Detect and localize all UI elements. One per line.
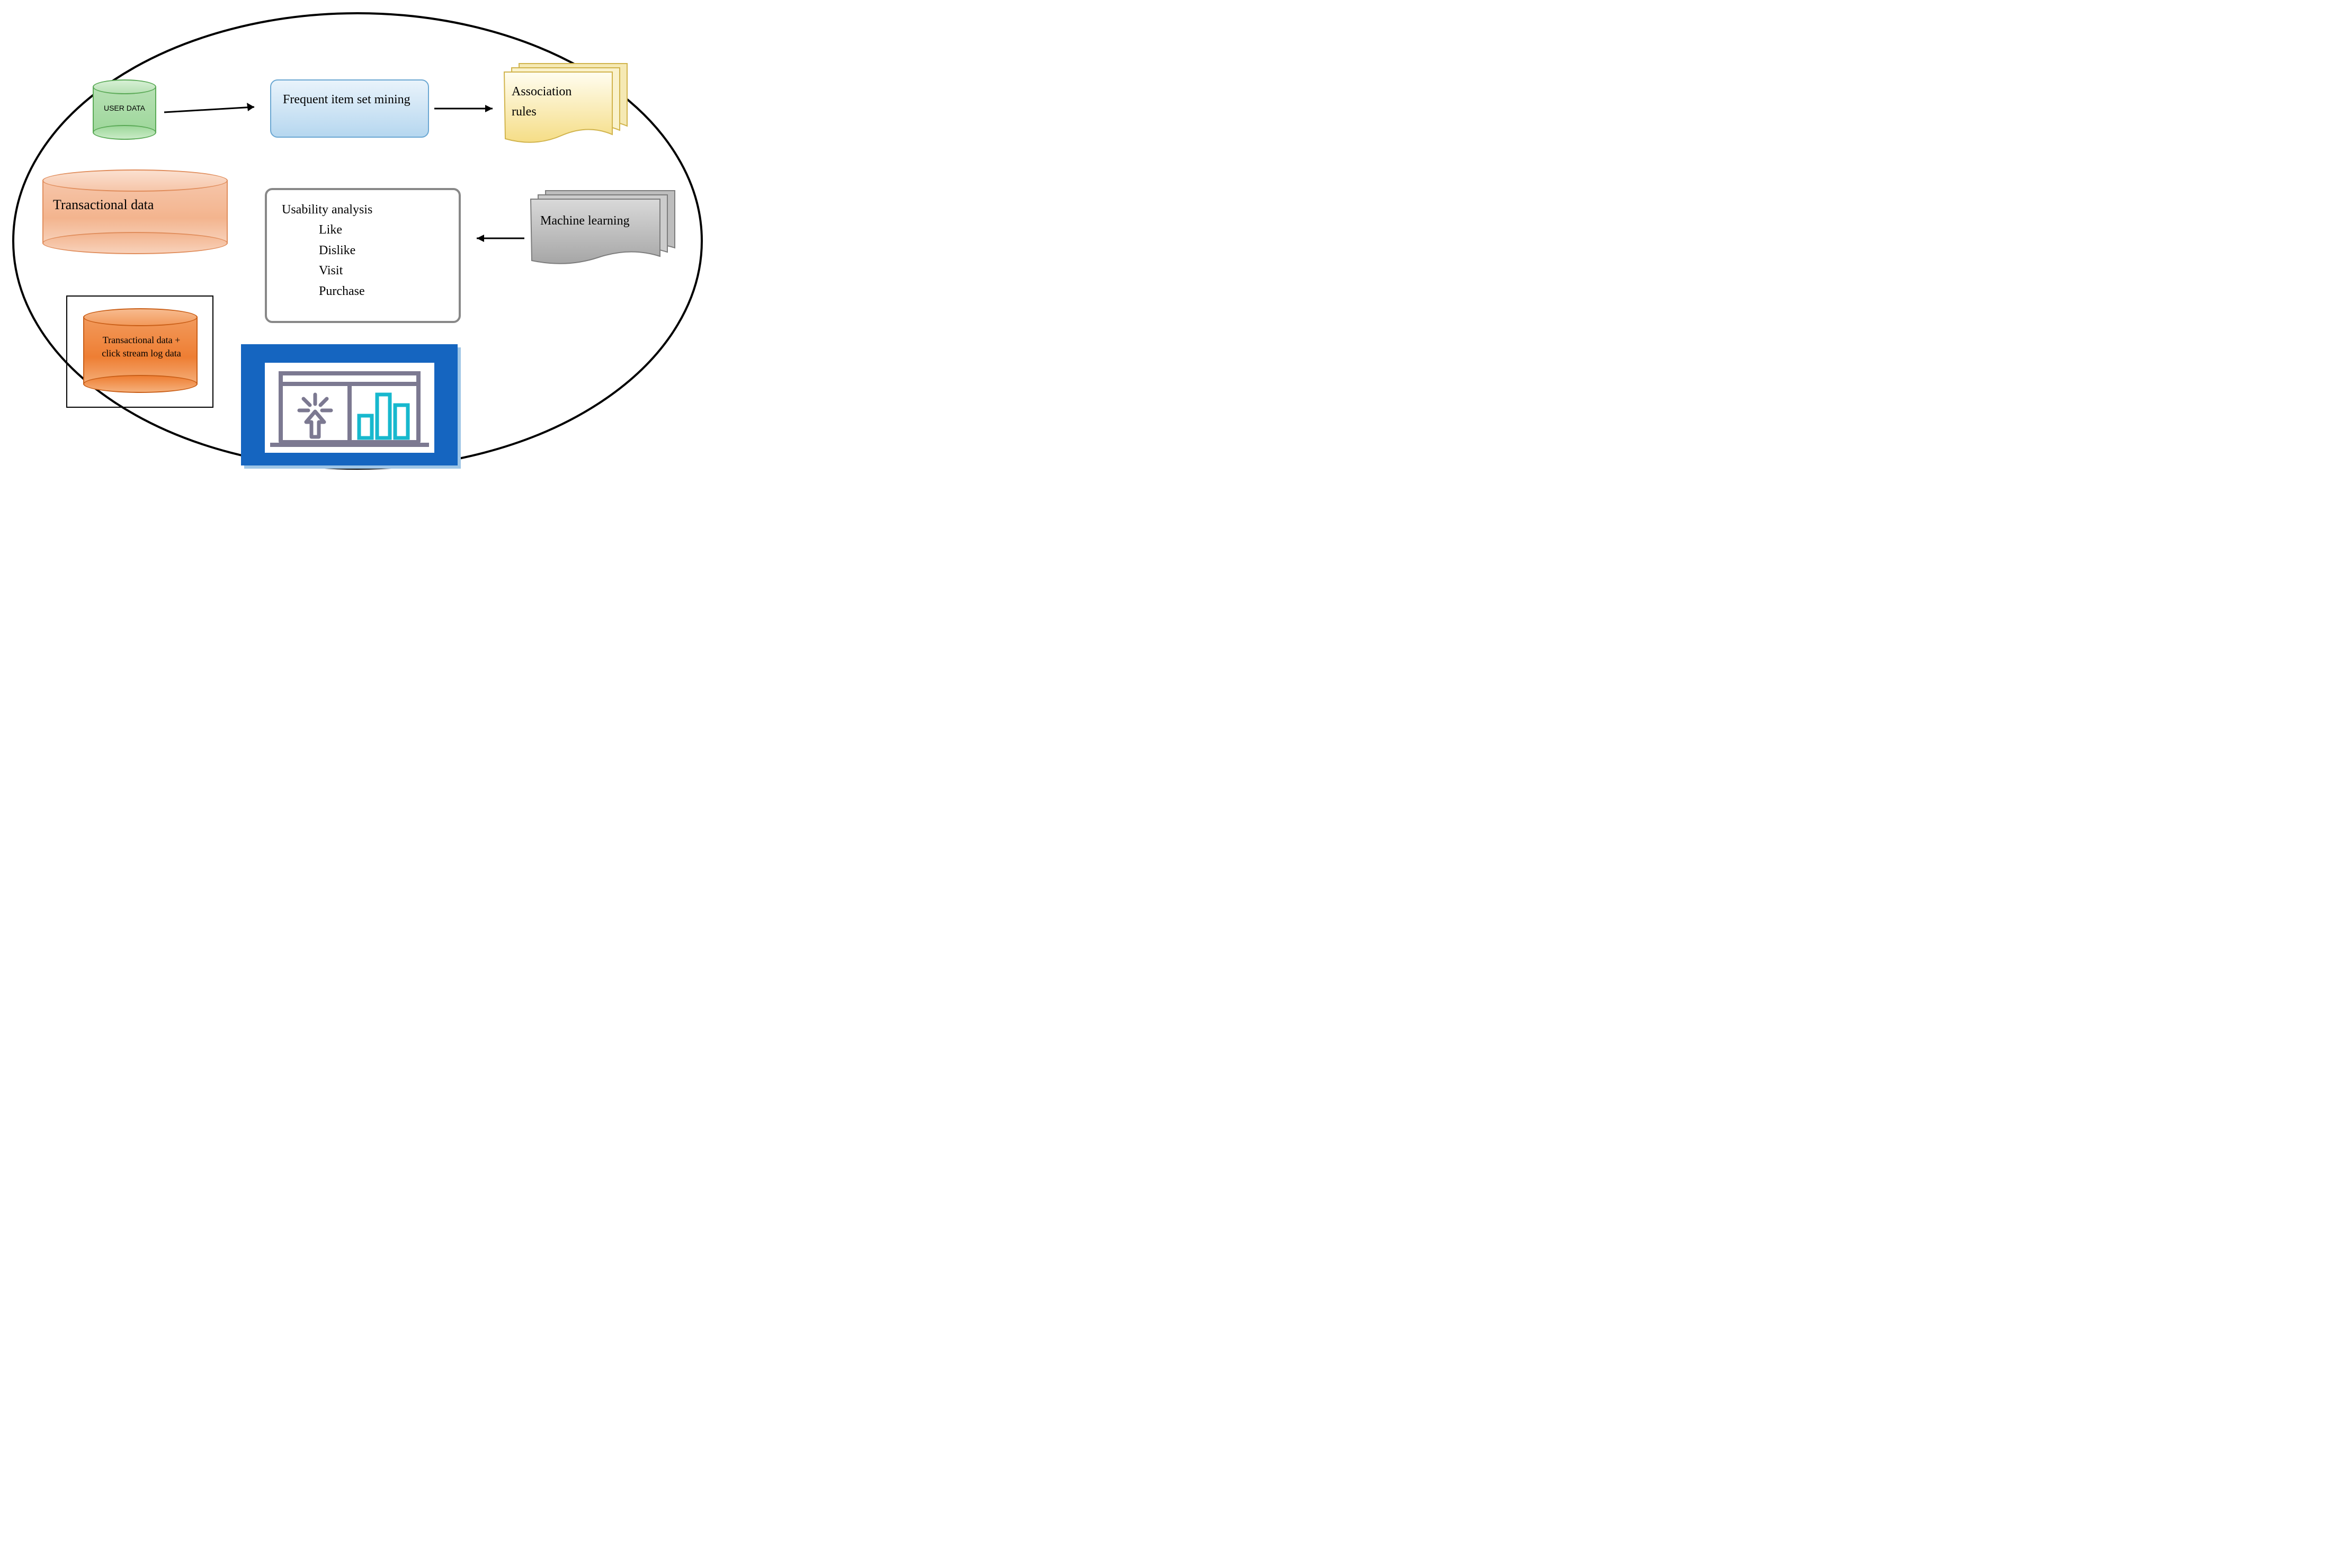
frequent-mining-label: Frequent item set mining — [283, 90, 416, 109]
association-rules-line1: Association — [512, 85, 571, 98]
dashboard-inner — [265, 363, 434, 453]
association-rules-label: Association rules — [512, 82, 607, 122]
frequent-mining-box: Frequent item set mining — [270, 79, 429, 138]
usability-title: Usability analysis — [282, 200, 444, 220]
diagram-canvas: USER DATA Frequent item set mining Assoc… — [0, 0, 720, 487]
association-rules-line2: rules — [512, 105, 537, 119]
dashboard-icon — [265, 363, 434, 453]
usability-item-3: Purchase — [319, 281, 444, 301]
dashboard-graphic — [241, 344, 461, 469]
arrow-3 — [466, 230, 530, 246]
usability-item-1: Dislike — [319, 240, 444, 261]
usability-item-0: Like — [319, 220, 444, 240]
transactional-data-label: Transactional data — [53, 196, 217, 214]
machine-learning-label: Machine learning — [540, 213, 657, 229]
user-data-label: USER DATA — [93, 103, 156, 113]
usability-box: Usability analysis Like Dislike Visit Pu… — [265, 188, 461, 323]
combined-data-line1: Transactional data + — [103, 335, 180, 345]
association-rules-stack: Association rules — [503, 69, 625, 156]
usability-item-2: Visit — [319, 261, 444, 281]
ml-sheet-front-icon — [530, 198, 662, 272]
combined-data-line2: click stream log data — [102, 348, 181, 359]
arrow-1 — [159, 95, 270, 122]
combined-data-label: Transactional data + click stream log da… — [88, 334, 194, 360]
machine-learning-stack: Machine learning — [530, 196, 673, 278]
combined-data-frame: Transactional data + click stream log da… — [66, 295, 213, 408]
arrow-2 — [432, 101, 503, 117]
